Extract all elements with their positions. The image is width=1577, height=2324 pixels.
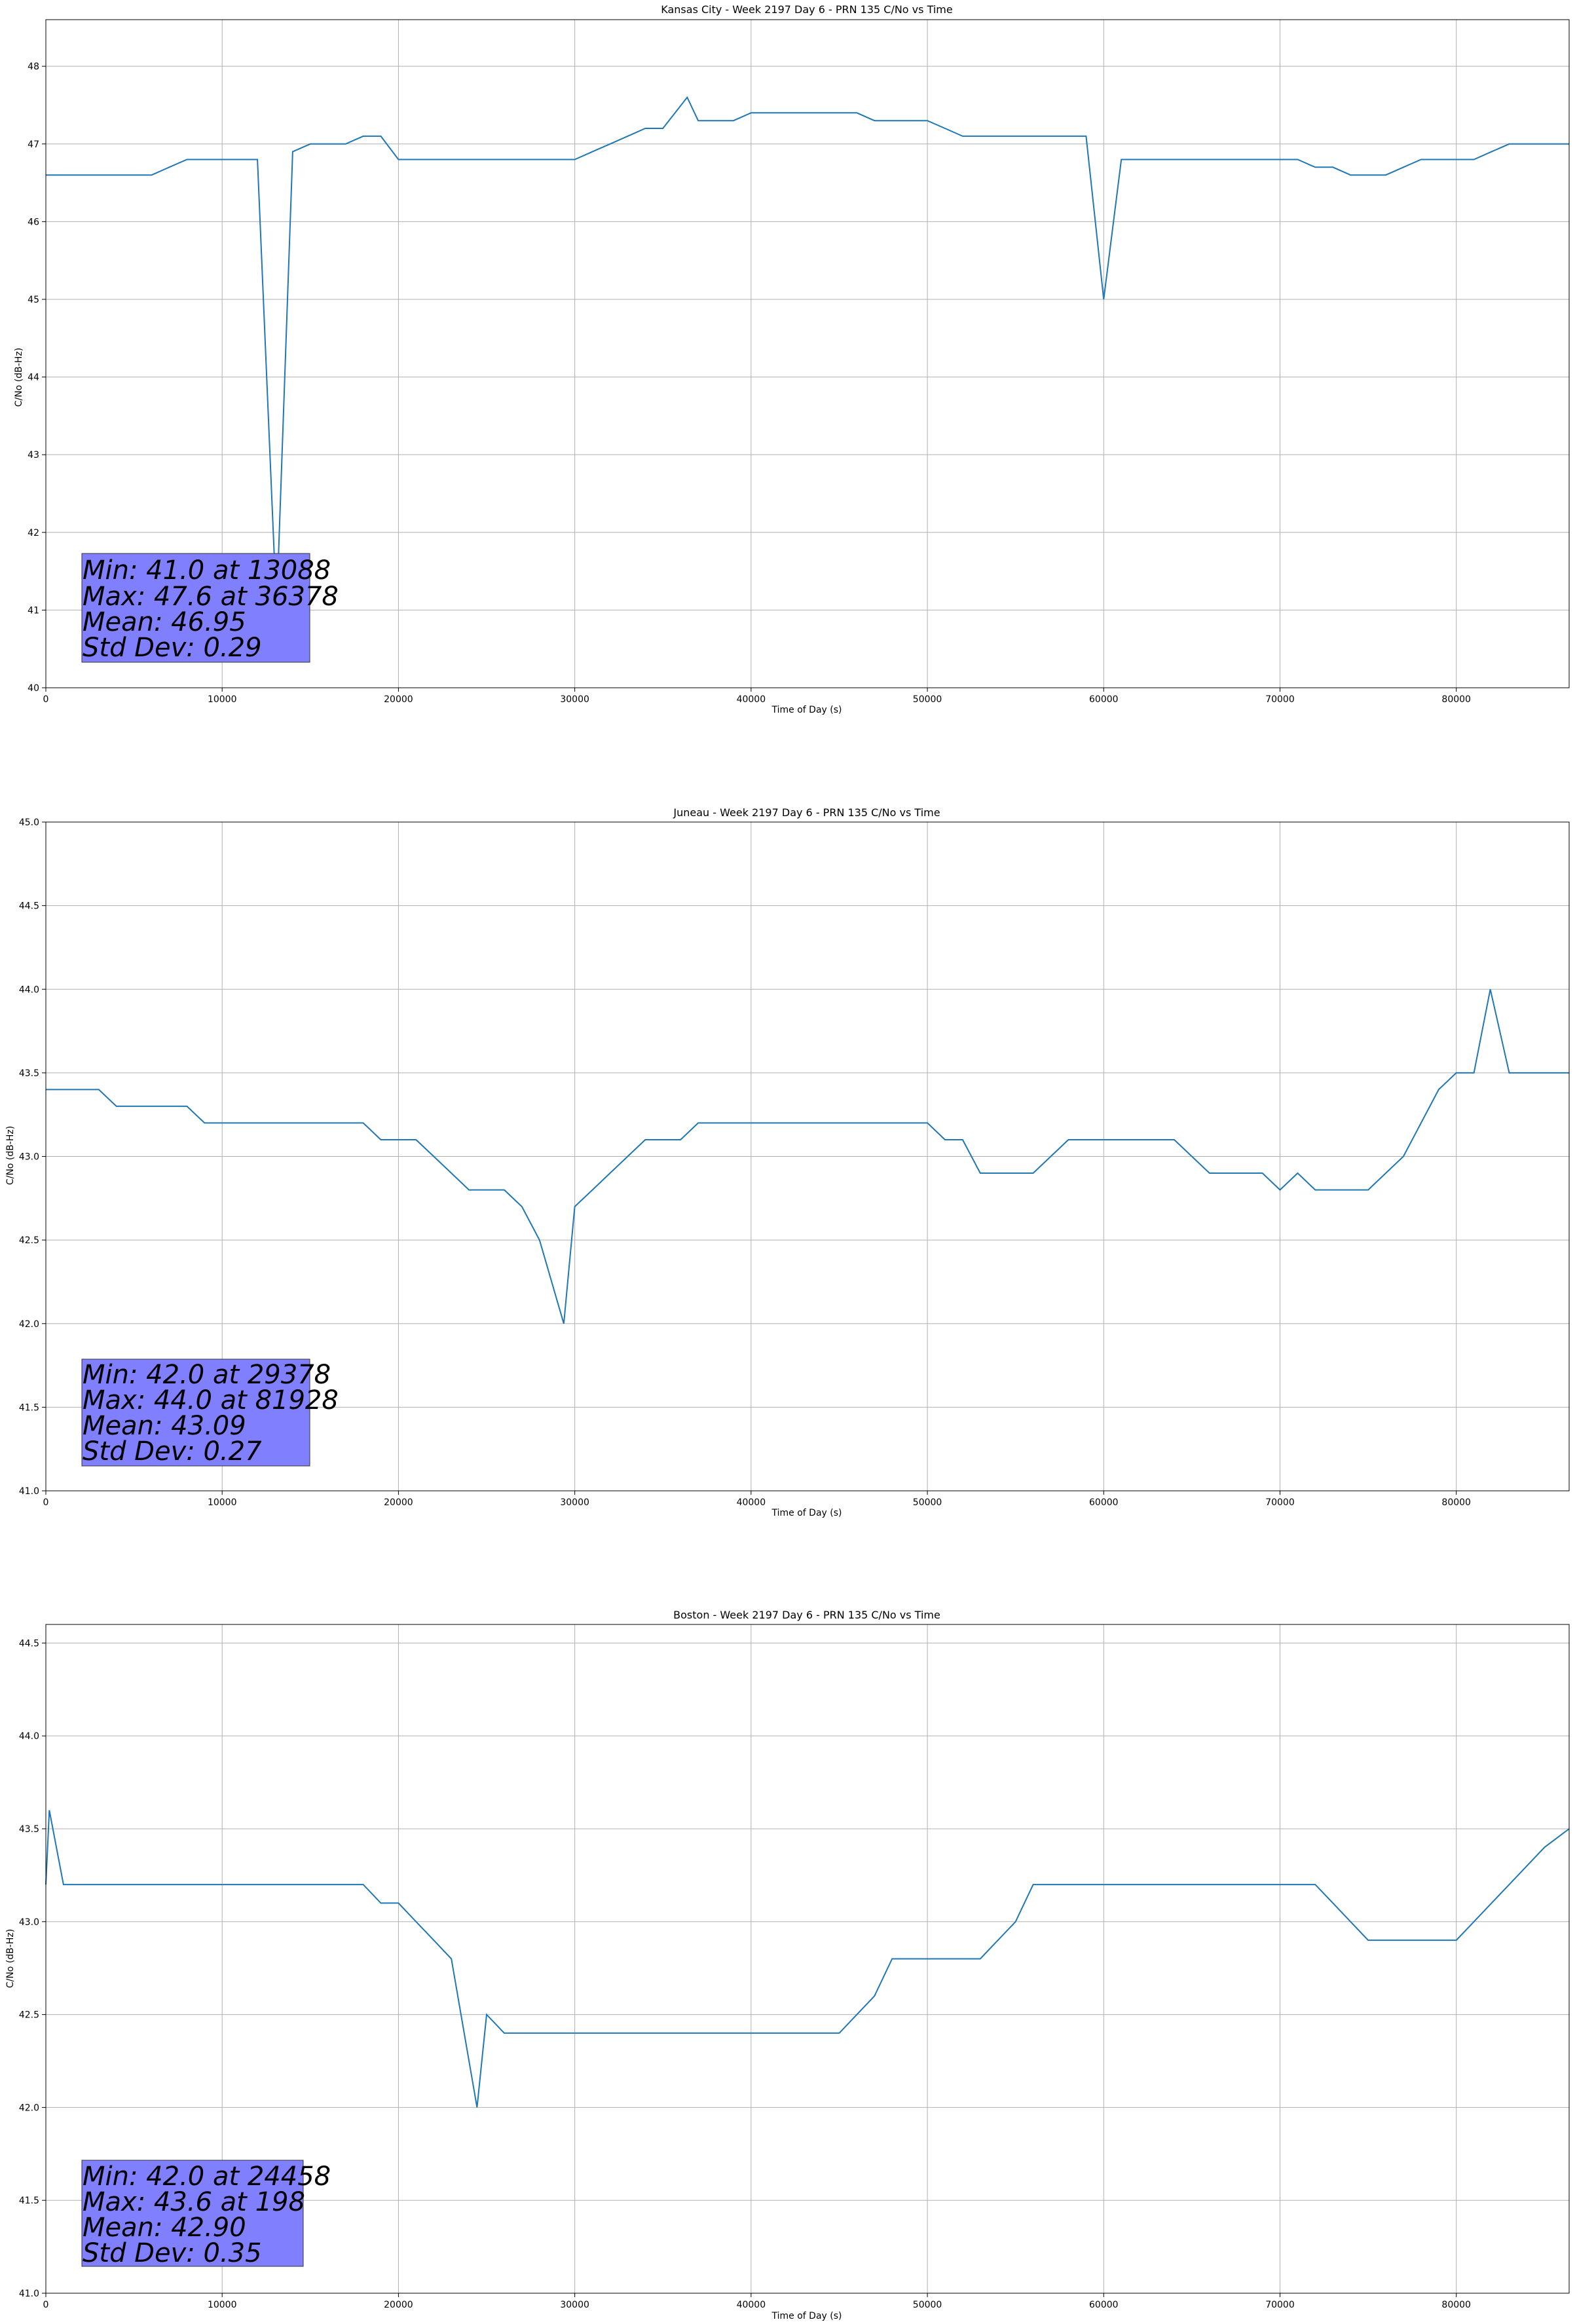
- plot-frame: [45, 821, 1570, 1491]
- stats-annotation: Min: 42.0 at 24458 Max: 43.6 at 198 Mean…: [81, 2160, 331, 2268]
- x-tick-label: 30000: [560, 694, 589, 705]
- x-tick-label: 70000: [1265, 694, 1295, 705]
- chart-title: Boston - Week 2197 Day 6 - PRN 135 C/No …: [673, 1609, 940, 1621]
- y-tick-label: 41.0: [19, 2289, 39, 2299]
- x-axis-label: Time of Day (s): [771, 705, 842, 715]
- x-axis-label: Time of Day (s): [771, 2311, 842, 2321]
- chart-title: Juneau - Week 2197 Day 6 - PRN 135 C/No …: [673, 806, 940, 819]
- y-tick-label: 44: [28, 373, 39, 383]
- axis-ticks: 0 10000 20000 30000 40000 50000 60000 70000 8000…: [28, 62, 1471, 705]
- kansas-city-chart: Kansas City - Week 2197 Day 6 - PRN 135 …: [14, 3, 1570, 715]
- y-tick-label: 41.0: [19, 1486, 39, 1497]
- chart-title: Kansas City - Week 2197 Day 6 - PRN 135 …: [661, 3, 952, 16]
- y-tick-label: 44.0: [19, 984, 39, 995]
- x-tick-label: 50000: [913, 1497, 942, 1508]
- y-tick-label: 42: [28, 528, 39, 538]
- series-polyline: [46, 989, 1569, 1324]
- y-tick-label: 45: [28, 295, 39, 305]
- x-tick-label: 0: [43, 2300, 49, 2310]
- y-tick-label: 47: [28, 140, 39, 150]
- stats-min: Min: 42.0 at 29378: [83, 1360, 331, 1390]
- x-tick-label: 60000: [1089, 2300, 1119, 2310]
- axis-ticks: 0 10000 20000 30000 40000 50000 60000 70000 8000…: [19, 817, 1471, 1508]
- grid: [46, 1624, 1569, 2293]
- x-tick-label: 10000: [208, 2300, 237, 2310]
- series-line: [46, 989, 1569, 1324]
- y-tick-label: 41: [28, 605, 39, 616]
- y-tick-label: 41.5: [19, 2196, 39, 2206]
- juneau-chart: Juneau - Week 2197 Day 6 - PRN 135 C/No …: [5, 806, 1570, 1518]
- x-tick-label: 80000: [1441, 694, 1471, 705]
- x-tick-label: 0: [43, 694, 49, 705]
- stats-std-dev: Std Dev: 0.29: [83, 633, 262, 663]
- plot-frame: [45, 19, 1570, 688]
- y-tick-label: 43.5: [19, 1068, 39, 1079]
- x-tick-label: 60000: [1089, 694, 1119, 705]
- stats-max: Max: 44.0 at 81928: [83, 1385, 339, 1415]
- axis-ticks: 0 10000 20000 30000 40000 50000 60000 70000 8000…: [19, 1638, 1471, 2310]
- x-tick-label: 30000: [560, 2300, 589, 2310]
- y-tick-label: 42.5: [19, 2010, 39, 2021]
- stats-max: Max: 43.6 at 198: [83, 2187, 305, 2217]
- x-tick-label: 0: [43, 1497, 49, 1508]
- x-tick-label: 60000: [1089, 1497, 1119, 1508]
- y-tick-label: 44.5: [19, 1638, 39, 1649]
- series-line: [45, 1810, 1570, 2108]
- grid: [46, 822, 1569, 1491]
- x-tick-label: 50000: [913, 2300, 942, 2310]
- boston-chart: Boston - Week 2197 Day 6 - PRN 135 C/No …: [5, 1609, 1570, 2321]
- y-tick-label: 42.5: [19, 1235, 39, 1246]
- stats-mean: Mean: 42.90: [83, 2213, 246, 2243]
- y-tick-label: 43: [28, 450, 39, 460]
- x-tick-label: 20000: [384, 694, 413, 705]
- y-axis-label: C/No (dB-Hz): [5, 1126, 16, 1185]
- stats-min: Min: 41.0 at 13088: [83, 555, 331, 586]
- grid: [46, 20, 1569, 688]
- plot-frame: [45, 1624, 1570, 2294]
- x-tick-label: 40000: [737, 694, 766, 705]
- y-tick-label: 45.0: [19, 817, 39, 828]
- x-tick-label: 40000: [737, 1497, 766, 1508]
- series-polyline: [45, 1810, 1570, 2108]
- stats-mean: Mean: 43.09: [83, 1411, 246, 1441]
- x-tick-label: 10000: [208, 694, 237, 705]
- y-tick-label: 44.0: [19, 1731, 39, 1742]
- x-tick-label: 70000: [1265, 2300, 1295, 2310]
- stats-min: Min: 42.0 at 24458: [83, 2162, 331, 2192]
- y-axis-label: C/No (dB-Hz): [5, 1929, 16, 1988]
- x-tick-label: 30000: [560, 1497, 589, 1508]
- y-tick-label: 44.5: [19, 901, 39, 912]
- y-tick-label: 41.5: [19, 1402, 39, 1413]
- stats-background: [81, 1359, 310, 1467]
- y-tick-label: 46: [28, 217, 39, 227]
- stats-std-dev: Std Dev: 0.27: [83, 1436, 262, 1467]
- stats-std-dev: Std Dev: 0.35: [83, 2238, 262, 2268]
- y-tick-label: 42.0: [19, 2103, 39, 2113]
- stats-background: [81, 553, 310, 663]
- series-polyline: [46, 96, 1569, 610]
- y-tick-label: 40: [28, 683, 39, 694]
- x-tick-label: 80000: [1441, 1497, 1471, 1508]
- x-tick-label: 20000: [384, 1497, 413, 1508]
- y-tick-label: 48: [28, 62, 39, 72]
- y-tick-label: 43.5: [19, 1824, 39, 1835]
- x-tick-label: 50000: [913, 694, 942, 705]
- y-axis-label: C/No (dB-Hz): [14, 348, 24, 407]
- x-axis-label: Time of Day (s): [771, 1508, 842, 1518]
- stats-background: [81, 2160, 304, 2267]
- y-tick-label: 43.0: [19, 1152, 39, 1163]
- stats-max: Max: 47.6 at 36378: [83, 582, 339, 612]
- x-tick-label: 40000: [737, 2300, 766, 2310]
- stats-mean: Mean: 46.95: [83, 607, 246, 637]
- series-line: [46, 96, 1569, 610]
- y-tick-label: 43.0: [19, 1917, 39, 1928]
- x-tick-label: 20000: [384, 2300, 413, 2310]
- x-tick-label: 80000: [1441, 2300, 1471, 2310]
- stats-annotation: Min: 41.0 at 13088 Max: 47.6 at 36378 Me…: [81, 553, 339, 663]
- stats-annotation: Min: 42.0 at 29378 Max: 44.0 at 81928 Me…: [81, 1359, 339, 1467]
- x-tick-label: 70000: [1265, 1497, 1295, 1508]
- x-tick-label: 10000: [208, 1497, 237, 1508]
- y-tick-label: 42.0: [19, 1319, 39, 1330]
